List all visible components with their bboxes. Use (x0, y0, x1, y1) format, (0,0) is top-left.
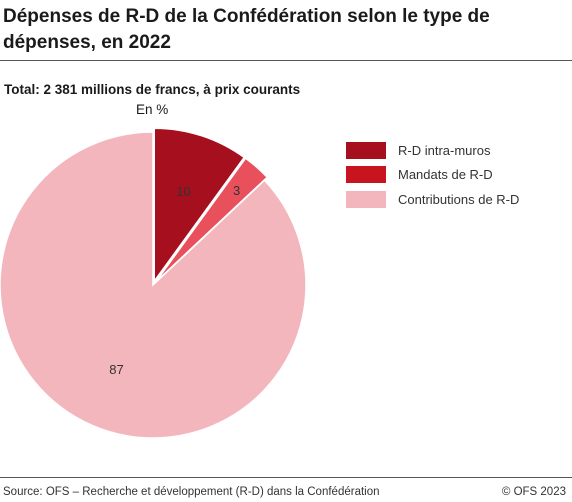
pie-slice-r-d-intra-muros (153, 127, 246, 284)
pie-chart: 10 3 87 (0, 127, 307, 439)
pie-value-label: 10 (176, 184, 190, 199)
legend-label: Contributions de R-D (398, 191, 520, 207)
legend-item-contributions-rd: Contributions de R-D (346, 187, 519, 212)
copyright-note: © OFS 2023 (501, 486, 566, 498)
chart-unit: En % (136, 102, 169, 117)
chart-subtitle: Total: 2 381 millions de francs, à prix … (4, 82, 301, 97)
legend-swatch (346, 166, 386, 184)
source-note: Source: OFS – Recherche et développement… (3, 486, 380, 498)
legend-label: R-D intra-muros (398, 142, 491, 158)
footer-divider (0, 477, 572, 478)
legend-swatch (346, 141, 386, 159)
legend-swatch (346, 190, 386, 208)
pie-slice-contributions-de-r-d (0, 131, 307, 439)
legend-item-rd-intra-muros: R-D intra-muros (346, 138, 519, 163)
chart-legend: R-D intra-muros Mandats de R-D Contribut… (346, 138, 519, 212)
pie-slice-mandats-de-r-d (155, 157, 269, 283)
legend-item-mandats-rd: Mandats de R-D (346, 163, 519, 188)
pie-slices (0, 127, 307, 439)
pie-labels: 10 3 87 (109, 183, 240, 377)
legend-label: Mandats de R-D (398, 167, 493, 183)
title-divider (0, 60, 572, 61)
pie-value-label: 3 (233, 183, 240, 198)
pie-value-label: 87 (109, 362, 123, 377)
chart-title: Dépenses de R-D de la Confédération selo… (3, 6, 490, 53)
